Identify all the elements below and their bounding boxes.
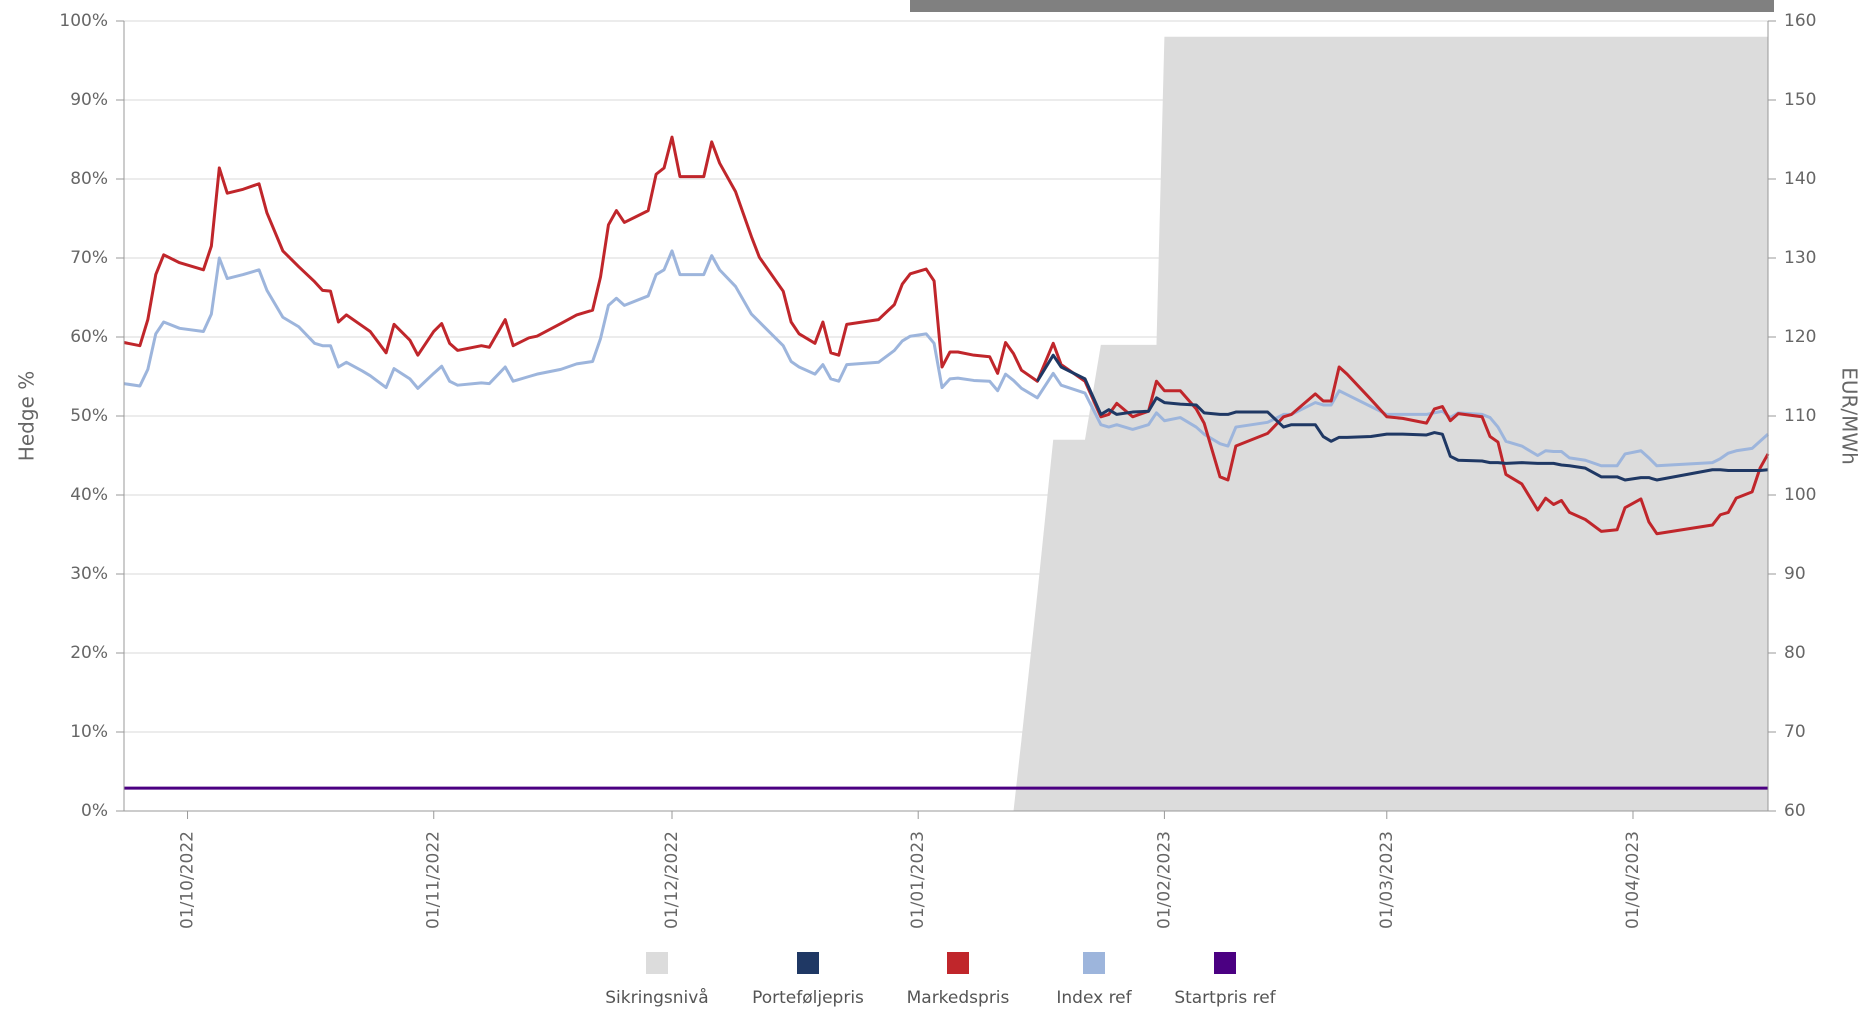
price-line <box>123 249 1770 468</box>
y-tick-label: 30% <box>70 564 108 584</box>
y2-tick-label: 80 <box>1784 643 1806 663</box>
y-tick-label: 70% <box>70 248 108 268</box>
y-tick-label: 60% <box>70 327 108 347</box>
y-tick-label: 40% <box>70 485 108 505</box>
legend-swatch <box>1214 952 1236 974</box>
y-tick-label: 50% <box>70 406 108 426</box>
y2-tick-label: 70 <box>1784 722 1806 742</box>
legend: Sikringsnivå Porteføljepris Markedspris Ind… <box>605 952 1277 1008</box>
hedge-area <box>1013 36 1768 812</box>
price-line <box>123 135 1770 536</box>
y2-tick-label: 100 <box>1784 485 1816 505</box>
x-tick-label: 01/03/2023 <box>1377 831 1397 929</box>
legend-label: Index ref <box>1056 988 1132 1008</box>
legend-swatch <box>947 952 969 974</box>
x-tick-label: 01/04/2023 <box>1623 831 1643 929</box>
y2-tick-label: 160 <box>1784 11 1816 31</box>
y2-tick-label: 120 <box>1784 327 1816 347</box>
legend-label: Sikringsnivå <box>605 987 708 1008</box>
axis-layer: 0% 10% 20% 30% 40% 50% 60% 70% 80% 90% 100% 60 70 80 9… <box>59 11 1816 929</box>
y-tick-label: 20% <box>70 643 108 663</box>
y2-tick-label: 150 <box>1784 90 1816 110</box>
y2-tick-label: 140 <box>1784 169 1816 189</box>
x-tick-label: 01/02/2023 <box>1154 831 1174 929</box>
y-tick-label: 100% <box>59 11 108 31</box>
y-tick-label: 80% <box>70 169 108 189</box>
legend-swatch <box>646 952 668 974</box>
legend-label: Markedspris <box>907 988 1010 1008</box>
x-tick-label: 01/12/2022 <box>662 831 682 929</box>
y-tick-label: 0% <box>81 801 108 821</box>
legend-label: Porteføljepris <box>752 988 864 1008</box>
legend-swatch <box>1083 952 1105 974</box>
legend-swatch <box>797 952 819 974</box>
y-tick-label: 10% <box>70 722 108 742</box>
x-tick-label: 01/10/2022 <box>178 831 198 929</box>
y2-tick-label: 110 <box>1784 406 1816 426</box>
y-tick-label: 90% <box>70 90 108 110</box>
price-line <box>1036 353 1769 482</box>
y2-axis-title: EUR/MWh <box>1838 367 1862 465</box>
y2-tick-label: 130 <box>1784 248 1816 268</box>
legend-label: Startpris ref <box>1174 988 1276 1008</box>
x-tick-label: 01/01/2023 <box>908 831 928 929</box>
plot-layer <box>123 36 1770 812</box>
x-tick-label: 01/11/2022 <box>424 831 444 929</box>
y2-tick-label: 90 <box>1784 564 1806 584</box>
range-navigator[interactable] <box>910 0 1774 12</box>
y-axis-title: Hedge % <box>15 371 39 461</box>
y2-tick-label: 60 <box>1784 801 1806 821</box>
